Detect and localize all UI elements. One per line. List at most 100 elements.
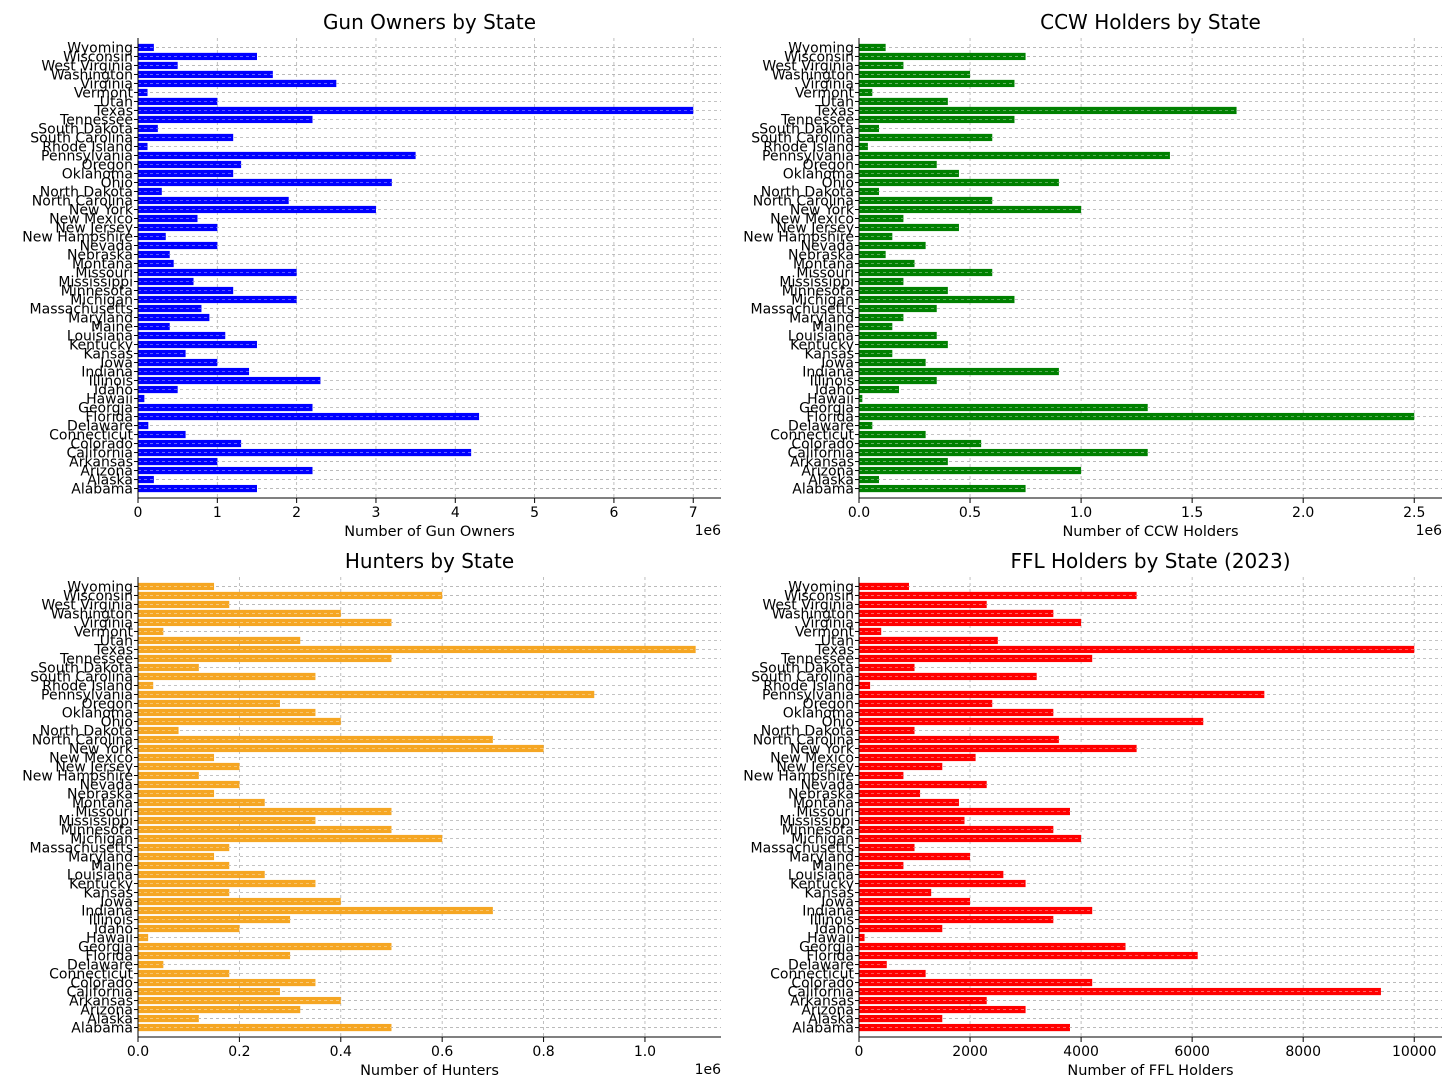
hunters-bar-missouri bbox=[138, 807, 392, 816]
ffl-holders-bar-connecticut bbox=[859, 969, 926, 978]
hunters-category-label: South Carolina bbox=[30, 669, 133, 685]
ffl-holders-category-label: Oregon bbox=[803, 696, 854, 712]
gun-owners-category-label: Massachusetts bbox=[30, 302, 133, 318]
gun-owners-bar-minnesota bbox=[138, 286, 234, 295]
hunters-bar-montana bbox=[138, 798, 265, 807]
ffl-holders-category-label: Pennsylvania bbox=[762, 687, 854, 703]
ccw-holders-category-label: Montana bbox=[793, 256, 854, 272]
ffl-holders-bar-california bbox=[859, 987, 1381, 996]
ccw-holders-category-label: South Carolina bbox=[751, 130, 854, 146]
gun-owners-bar-alaska bbox=[138, 475, 154, 484]
ffl-holders-category-label: Wyoming bbox=[788, 579, 854, 595]
ccw-holders-bar-mississippi bbox=[859, 277, 904, 286]
gun-owners-bars bbox=[138, 43, 694, 493]
hunters-category-label: New York bbox=[69, 741, 134, 757]
hunters-bar-arizona bbox=[138, 1005, 301, 1014]
hunters-bar-maine bbox=[138, 861, 230, 870]
hunters-category-label: Kentucky bbox=[69, 877, 133, 893]
gun-owners-category-label: North Dakota bbox=[40, 184, 133, 200]
hunters-category-label: Washington bbox=[51, 606, 133, 622]
ccw-holders-xtick-label: 0.5 bbox=[959, 505, 981, 521]
hunters-category-label: Tennessee bbox=[59, 651, 133, 667]
gun-owners-bar-north-carolina bbox=[138, 196, 289, 205]
ffl-holders-bar-illinois bbox=[859, 915, 1054, 924]
ffl-holders-xtick-label: 6000 bbox=[1174, 1044, 1210, 1060]
ccw-holders-bar-rhode-island bbox=[859, 142, 868, 151]
ffl-holders-bar-new-hampshire bbox=[859, 771, 904, 780]
ffl-holders-chart: 0 2000 4000 6000 8000 10000 AlabamaAlaskaArizo… bbox=[743, 549, 1442, 1079]
ccw-holders-category-label: Tennessee bbox=[780, 112, 854, 128]
ffl-holders-bar-florida bbox=[859, 951, 1198, 960]
gun-owners-bar-indiana bbox=[138, 367, 250, 376]
ccw-holders-category-label: Arizona bbox=[801, 464, 854, 480]
ffl-holders-category-label: Missouri bbox=[796, 805, 854, 821]
ccw-holders-category-label: Nevada bbox=[801, 238, 854, 254]
gun-owners-bar-texas bbox=[138, 106, 694, 115]
hunters-bar-hawaii bbox=[138, 933, 149, 942]
ffl-holders-bar-colorado bbox=[859, 978, 1093, 987]
ffl-holders-category-label: Kansas bbox=[804, 886, 854, 902]
hunters-bar-oregon bbox=[138, 699, 280, 708]
ccw-holders-category-label: New Mexico bbox=[770, 211, 854, 227]
gun-owners-category-label: Alaska bbox=[87, 473, 133, 489]
gun-owners-category-label: South Dakota bbox=[38, 121, 133, 137]
gun-owners-category-label: Rhode Island bbox=[42, 139, 133, 155]
ccw-holders-bar-wyoming bbox=[859, 43, 886, 52]
gun-owners-bar-maine bbox=[138, 322, 170, 331]
ccw-holders-bar-new-hampshire bbox=[859, 232, 893, 241]
ccw-holders-bar-texas bbox=[859, 106, 1237, 115]
gun-owners-category-label: Florida bbox=[85, 410, 133, 426]
ccw-holders-bar-new-york bbox=[859, 205, 1082, 214]
ccw-holders-category-label: Louisiana bbox=[788, 329, 854, 345]
ffl-holders-bar-south-dakota bbox=[859, 663, 915, 672]
hunters-bar-iowa bbox=[138, 897, 341, 906]
ccw-holders-bar-florida bbox=[859, 412, 1415, 421]
gun-owners-bar-oregon bbox=[138, 160, 242, 169]
hunters-bar-nebraska bbox=[138, 789, 215, 798]
hunters-bar-new-jersey bbox=[138, 762, 240, 771]
hunters-category-label: New Jersey bbox=[55, 759, 133, 775]
gun-owners-bar-idaho bbox=[138, 385, 178, 394]
gun-owners-category-label: Pennsylvania bbox=[41, 148, 133, 164]
ccw-holders-category-label: Missouri bbox=[796, 266, 854, 282]
ccw-holders-xtick-label: 2.5 bbox=[1403, 505, 1425, 521]
ffl-holders-bar-texas bbox=[859, 645, 1415, 654]
gun-owners-bar-new-hampshire bbox=[138, 232, 166, 241]
gun-owners-bar-new-jersey bbox=[138, 223, 218, 232]
hunters-bar-indiana bbox=[138, 906, 493, 915]
hunters-bar-arkansas bbox=[138, 996, 341, 1005]
hunters-bar-california bbox=[138, 987, 280, 996]
hunters-bar-louisiana bbox=[138, 870, 265, 879]
ffl-holders-category-label: Massachusetts bbox=[751, 841, 854, 857]
hunters-category-label: Delaware bbox=[67, 958, 133, 974]
gun-owners-category-label: Montana bbox=[72, 256, 133, 272]
hunters-category-label: Missouri bbox=[75, 805, 133, 821]
hunters-bar-nevada bbox=[138, 780, 240, 789]
ccw-holders-bar-arkansas bbox=[859, 457, 948, 466]
ccw-holders-bar-new-jersey bbox=[859, 223, 959, 232]
hunters-category-label: Texas bbox=[93, 642, 133, 658]
ccw-holders-category-label: Alaska bbox=[808, 473, 854, 489]
hunters-category-label: North Carolina bbox=[32, 732, 133, 748]
ccw-holders-category-label: Washington bbox=[772, 67, 854, 83]
hunters-category-label: Kansas bbox=[83, 886, 133, 902]
gun-owners-bar-virginia bbox=[138, 79, 337, 88]
ccw-holders-category-label: Colorado bbox=[791, 437, 854, 453]
gun-owners-bar-hawaii bbox=[138, 394, 145, 403]
ccw-holders-category-label: Wisconsin bbox=[784, 49, 854, 65]
gun-owners-bar-connecticut bbox=[138, 430, 186, 439]
ffl-holders-category-label: Nebraska bbox=[788, 786, 854, 802]
gun-owners-bar-michigan bbox=[138, 295, 297, 304]
gun-owners-category-label: Nebraska bbox=[67, 247, 133, 263]
ffl-holders-category-label: Utah bbox=[821, 633, 854, 649]
gun-owners-category-label: Arizona bbox=[80, 464, 133, 480]
gun-owners-category-label: West Virginia bbox=[41, 58, 133, 74]
hunters-bars bbox=[138, 582, 696, 1032]
hunters-bar-idaho bbox=[138, 924, 240, 933]
gun-owners-xtick-label: 5 bbox=[530, 505, 539, 521]
hunters-bar-north-carolina bbox=[138, 735, 493, 744]
gun-owners-category-label: Idaho bbox=[94, 383, 133, 399]
hunters-bar-kentucky bbox=[138, 879, 316, 888]
gun-owners-bar-massachusetts bbox=[138, 304, 202, 313]
gun-owners-xtick-label: 1 bbox=[213, 505, 222, 521]
